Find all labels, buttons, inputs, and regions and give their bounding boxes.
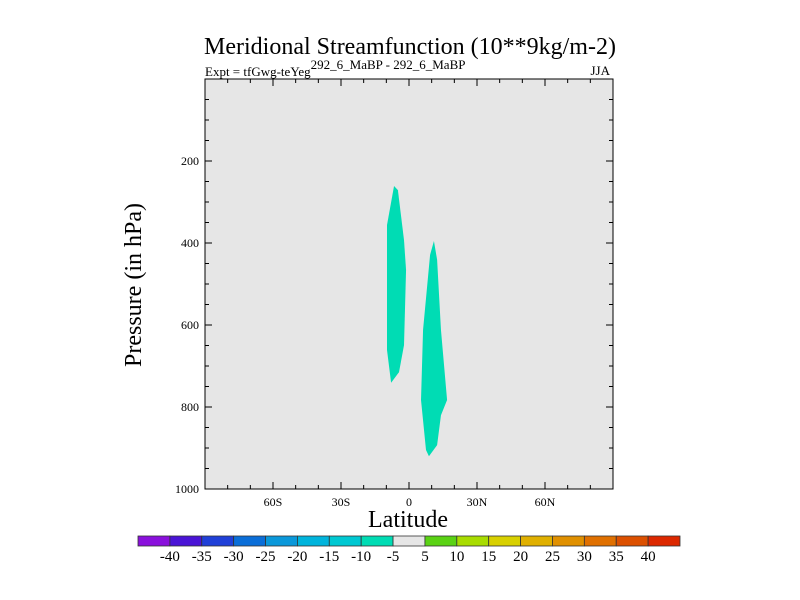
colorbar-label: -5 bbox=[387, 549, 400, 565]
y-tick-label: 800 bbox=[181, 400, 199, 414]
colorbar-swatch bbox=[297, 535, 330, 547]
colorbar-swatch bbox=[424, 535, 458, 547]
experiment-period: 292_6_MaBP - 292_6_MaBP bbox=[311, 57, 466, 72]
colorbar-swatch bbox=[583, 535, 617, 547]
colorbar-swatch bbox=[647, 535, 681, 547]
colorbar-swatch bbox=[552, 535, 585, 547]
x-tick-label: 30N bbox=[467, 495, 488, 509]
colorbar-label: 35 bbox=[609, 549, 624, 565]
x-tick-label: 60N bbox=[535, 495, 556, 509]
x-tick-label: 60S bbox=[264, 495, 283, 509]
colorbar-label: 25 bbox=[545, 549, 560, 565]
colorbar-label: 10 bbox=[449, 549, 464, 565]
colorbar-label: 20 bbox=[513, 549, 528, 565]
colorbar-label: -25 bbox=[256, 549, 276, 565]
colorbar-swatch bbox=[615, 535, 649, 547]
plot-area bbox=[204, 78, 614, 490]
colorbar-swatch bbox=[265, 535, 298, 547]
colorbar-swatch bbox=[328, 535, 362, 547]
colorbar-swatch bbox=[488, 535, 521, 547]
colorbar-label: -15 bbox=[319, 549, 339, 565]
colorbar-swatch bbox=[392, 535, 426, 547]
negative-cell-south bbox=[387, 186, 407, 383]
colorbar-label: -35 bbox=[192, 549, 212, 565]
colorbar-label: 40 bbox=[641, 549, 656, 565]
colorbar-label: 30 bbox=[577, 549, 592, 565]
colorbar-label: 15 bbox=[481, 549, 496, 565]
y-tick-label: 1000 bbox=[175, 482, 199, 496]
season-label: JJA bbox=[590, 63, 610, 78]
y-axis-label: Pressure (in hPa) bbox=[121, 203, 147, 367]
colorbar-swatch bbox=[201, 535, 235, 547]
colorbar-swatch bbox=[137, 535, 171, 547]
colorbar-label: -20 bbox=[287, 549, 307, 565]
colorbar-label: -30 bbox=[224, 549, 244, 565]
y-tick-label: 600 bbox=[181, 318, 199, 332]
x-tick-label: 30S bbox=[332, 495, 351, 509]
colorbar-swatch bbox=[169, 535, 203, 547]
colorbar-swatch bbox=[233, 535, 266, 547]
x-tick-label: 0 bbox=[406, 495, 412, 509]
colorbar-swatch bbox=[360, 535, 394, 547]
y-tick-label: 200 bbox=[181, 154, 199, 168]
colorbar-swatch bbox=[456, 535, 490, 547]
negative-cell-north bbox=[421, 240, 448, 457]
experiment-name: Expt = tfGwg-teYeg bbox=[205, 64, 311, 79]
colorbar-label: 5 bbox=[421, 549, 429, 565]
experiment-label: Expt = tfGwg-teYeg292_6_MaBP - 292_6_MaB… bbox=[205, 57, 465, 79]
colorbar-label: -10 bbox=[351, 549, 371, 565]
y-tick-label: 400 bbox=[181, 236, 199, 250]
colorbar-swatch bbox=[520, 535, 553, 547]
x-axis-label: Latitude bbox=[368, 507, 448, 533]
chart-title: Meridional Streamfunction (10**9kg/m-2) bbox=[204, 34, 616, 60]
colorbar-label: -40 bbox=[160, 549, 180, 565]
